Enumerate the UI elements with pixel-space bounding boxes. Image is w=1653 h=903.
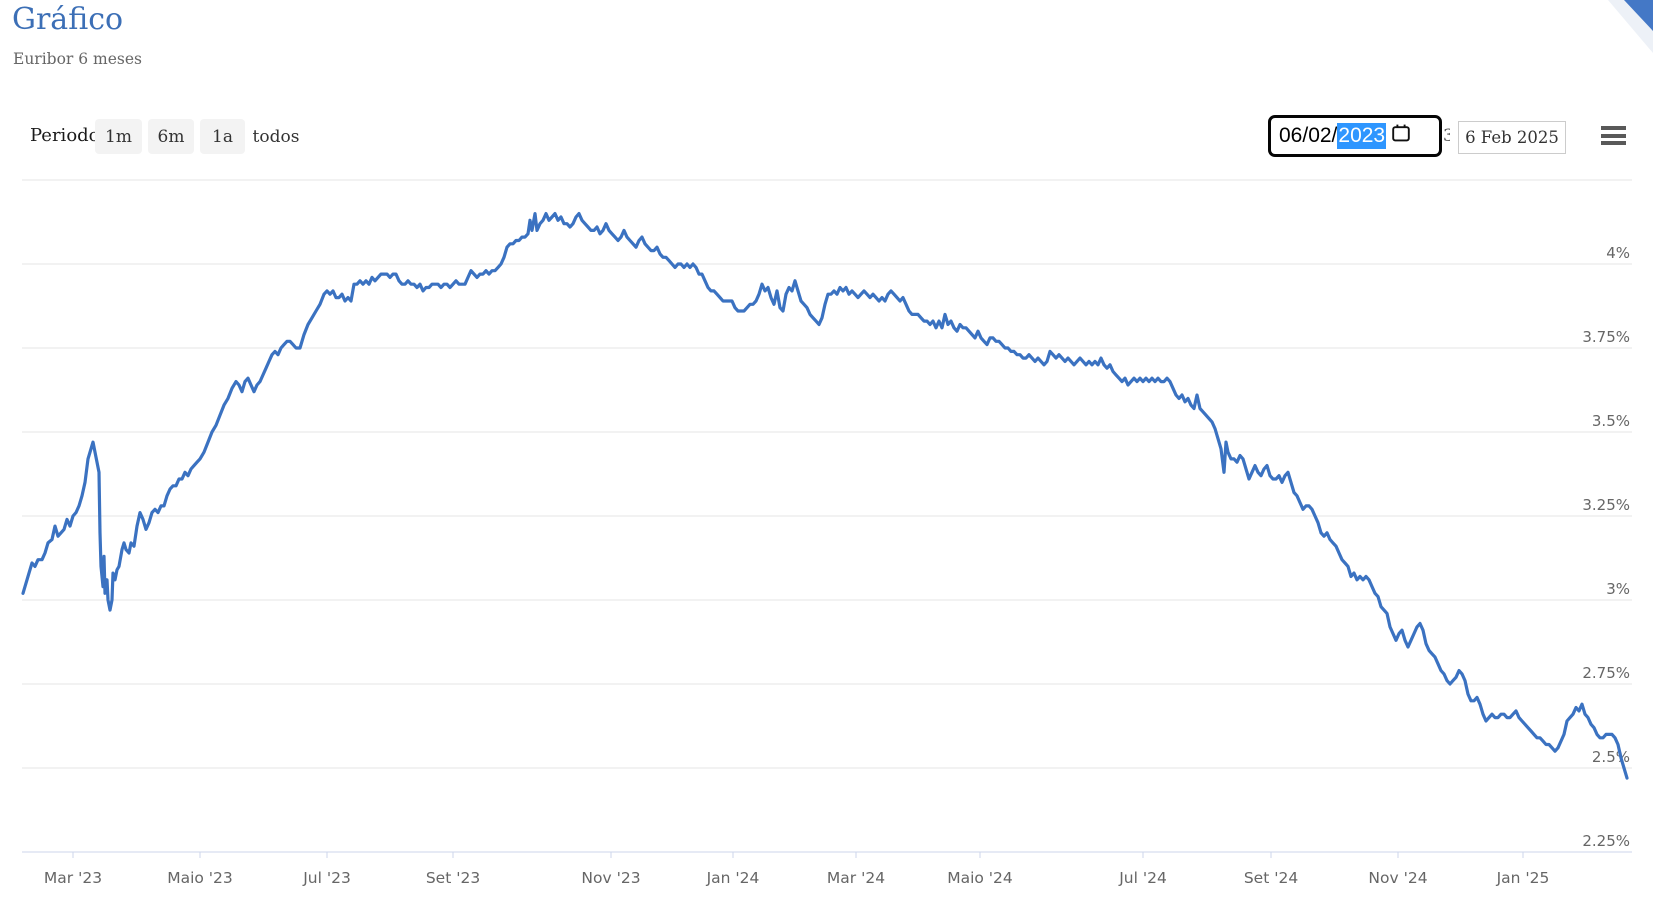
y-axis-label: 2.75%	[1582, 664, 1630, 682]
range-button-todos[interactable]: todos	[246, 119, 306, 154]
x-axis-labels: Mar '23 Maio '23 Jul '23 Set '23 Nov '23 Jan …	[44, 869, 1549, 887]
range-button-6m[interactable]: 6m	[148, 119, 194, 154]
series-line	[21, 212, 1629, 780]
clipped-text-fragment: 3	[1443, 126, 1450, 146]
x-axis-label: Mar '24	[827, 869, 885, 887]
x-axis-label: Jul '24	[1118, 869, 1167, 887]
calendar-icon[interactable]	[1391, 123, 1411, 149]
y-axis-label: 2.5%	[1592, 748, 1630, 766]
series-path	[21, 212, 1629, 780]
y-axis-label: 3.25%	[1582, 496, 1630, 514]
range-button-1a[interactable]: 1a	[200, 119, 245, 154]
date-from-prefix: 06/02/	[1279, 124, 1338, 147]
period-label: Periodo	[30, 125, 100, 146]
date-to-label[interactable]: 6 Feb 2025	[1458, 121, 1566, 154]
x-axis-label: Set '23	[426, 869, 480, 887]
x-axis	[72, 852, 1524, 858]
page-subtitle: Euribor 6 meses	[13, 50, 142, 68]
corner-ribbon	[1608, 0, 1653, 53]
y-axis-label: 3.5%	[1592, 412, 1630, 430]
range-button-1m[interactable]: 1m	[95, 119, 142, 154]
page-title: Gráfico	[12, 2, 124, 37]
y-axis-label: 4%	[1606, 244, 1630, 262]
corner-ribbon-fold	[1624, 0, 1653, 31]
y-gridlines	[22, 179, 1632, 853]
x-axis-label: Maio '24	[947, 869, 1013, 887]
x-axis-label: Nov '23	[581, 869, 640, 887]
menu-bar	[1601, 133, 1626, 138]
y-axis-label: 3.75%	[1582, 328, 1630, 346]
menu-bar	[1601, 141, 1626, 146]
x-axis-label: Set '24	[1244, 869, 1298, 887]
menu-icon[interactable]	[1601, 126, 1626, 149]
x-axis-label: Nov '24	[1368, 869, 1427, 887]
x-axis-label: Maio '23	[167, 869, 233, 887]
x-axis-label: Mar '23	[44, 869, 102, 887]
menu-bar	[1601, 126, 1626, 131]
y-axis-labels: 4% 3.75% 3.5% 3.25% 3% 2.75% 2.5% 2.25%	[1582, 244, 1630, 850]
date-from-year-selected: 2023	[1337, 123, 1387, 149]
x-axis-label: Jan '24	[706, 869, 760, 887]
y-axis-label: 2.25%	[1582, 832, 1630, 850]
date-from-input[interactable]: 06/02/2023	[1268, 115, 1442, 157]
x-axis-label: Jan '25	[1496, 869, 1550, 887]
corner-ribbon-stripe	[1608, 0, 1653, 53]
x-axis-label: Jul '23	[302, 869, 351, 887]
y-axis-label: 3%	[1606, 580, 1630, 598]
